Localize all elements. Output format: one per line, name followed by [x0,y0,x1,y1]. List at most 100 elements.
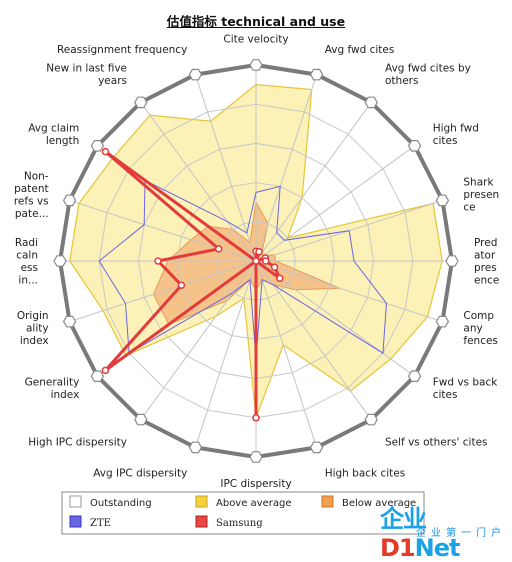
axis-label-17: Non-patent refs vs pate... [14,170,49,220]
legend-swatch-1 [69,495,82,508]
watermark-subtitle: 企业第一门户 [416,528,506,539]
spoke-10 [255,260,318,448]
vertex-marker-12 [188,441,203,454]
center-point [252,257,260,265]
spoke-3 [255,102,372,262]
vertex-marker-15 [62,315,77,328]
vertex-marker-18 [90,140,105,152]
axis-label-5-line-2: presen [463,189,499,201]
watermark-logo: 企业D1Net 企业第一门户 [380,499,510,562]
watermark-d1: D1 [380,534,416,562]
axis-label-9: Self vs others' cites [385,437,488,449]
axis-label-5-line-3: ce [463,202,475,214]
axis-label-17-line-1: Non- [24,170,49,182]
axis-label-13: High IPC dispersity [28,437,127,449]
axis-label-1-line-1: Cite velocity [223,34,288,46]
axis-label-8-line-2: cites [433,389,458,401]
spoke-19 [140,102,257,262]
axis-label-20: Reassignment frequency [57,44,187,56]
axis-label-3: Avg fwd cites by others [385,62,471,87]
vertex-marker-14 [90,370,105,382]
axis-label-17-line-4: pate... [15,208,49,220]
axis-label-3-line-2: others [385,75,418,87]
axis-label-11: IPC dispersity [220,478,291,490]
legend-label-2: Above average [216,498,292,509]
samsung-point-6 [262,257,270,265]
axis-label-18-line-2: length [46,135,79,147]
vertex-marker-16 [53,255,67,267]
axis-label-4-line-2: cites [433,135,458,147]
axis-label-5: Shark presen ce [463,177,499,214]
axis-label-15-line-2: ality [26,323,49,335]
axis-label-7: Comp any fences [463,310,498,347]
axis-label-16-line-4: in... [18,275,38,287]
vertex-marker-13 [134,413,148,426]
axis-label-13-line-1: High IPC dispersity [28,437,127,449]
axis-label-11-line-1: IPC dispersity [220,478,291,490]
spoke-2 [255,74,318,262]
axis-label-6-line-3: pres [474,262,497,274]
axis-label-7-line-2: any [463,323,482,335]
vertex-marker-2 [309,68,324,81]
axis-label-9-line-1: Self vs others' cites [385,437,488,449]
vertex-marker-3 [364,96,378,109]
vertex-marker-11 [249,451,263,463]
axis-label-6: Pred ator pres ence [474,237,499,287]
legend-label-5: Samsung [216,518,263,529]
axis-label-3-line-1: Avg fwd cites by [385,62,471,74]
axis-label-18: Avg claim length [28,123,79,148]
samsung-point-2 [255,247,263,256]
axis-label-8: Fwd vs back cites [433,377,499,402]
vertex-marker-20 [188,68,203,81]
samsung-point-7 [270,263,279,271]
spoke-9 [255,260,372,420]
axis-label-19: New in last five years [46,62,127,87]
radar-chart: Cite velocity Avg fwd cites Avg fwd cites … [14,34,499,535]
spoke-7 [255,260,443,323]
chart-title: 估值指标 technical and use [166,14,346,29]
axis-label-20-line-1: Reassignment frequency [57,44,187,56]
axis-label-7-line-3: fences [463,335,498,347]
samsung-point-17 [214,245,223,253]
axis-label-18-line-1: Avg claim [28,123,79,135]
axis-label-1: Cite velocity [223,34,288,46]
spoke-4 [255,145,415,262]
axis-label-19-line-2: years [98,75,127,87]
axis-label-8-line-1: Fwd vs back [433,377,499,389]
vertex-marker-19 [134,96,148,109]
axis-label-4: High fwd cites [433,123,479,148]
legend-box [61,491,425,535]
samsung-point-11 [252,414,260,422]
axis-label-16-line-2: caln [16,250,38,262]
axis-label-12: Avg IPC dispersity [93,467,187,479]
axis-label-5-line-1: Shark [463,177,494,189]
vertex-marker-6 [445,255,459,267]
legend-label-3: Below average [342,498,416,509]
axis-label-17-line-3: refs vs [14,195,49,207]
axis-label-15-line-1: Origin [17,310,49,322]
legend: Outstanding Above average Below average ZTE… [61,491,425,535]
axis-label-12-line-1: Avg IPC dispersity [93,467,187,479]
vertex-marker-7 [435,315,450,328]
axis-label-15-line-3: index [20,335,49,347]
vertex-marker-4 [407,140,422,152]
spoke-12 [194,260,257,448]
axis-label-4-line-1: High fwd [433,123,479,135]
axis-label-17-line-2: patent [14,183,48,195]
vertex-marker-9 [364,413,378,426]
samsung-point-16 [154,257,162,265]
axis-label-14-line-2: index [51,389,80,401]
axis-label-10: High back cites [325,467,406,479]
vertex-marker-10 [309,441,324,454]
axis-label-2-line-1: Avg fwd cites [325,44,395,56]
vertex-marker-8 [407,370,422,382]
axis-label-10-line-1: High back cites [325,467,406,479]
axis-label-6-line-4: ence [474,275,499,287]
samsung-point-15 [177,281,186,289]
legend-swatch-5 [195,515,208,528]
spoke-17 [69,199,257,262]
legend-label-4: ZTE [90,518,111,529]
axis-label-7-line-1: Comp [463,310,494,322]
vertex-marker-5 [435,194,450,207]
legend-swatch-4 [69,515,82,528]
